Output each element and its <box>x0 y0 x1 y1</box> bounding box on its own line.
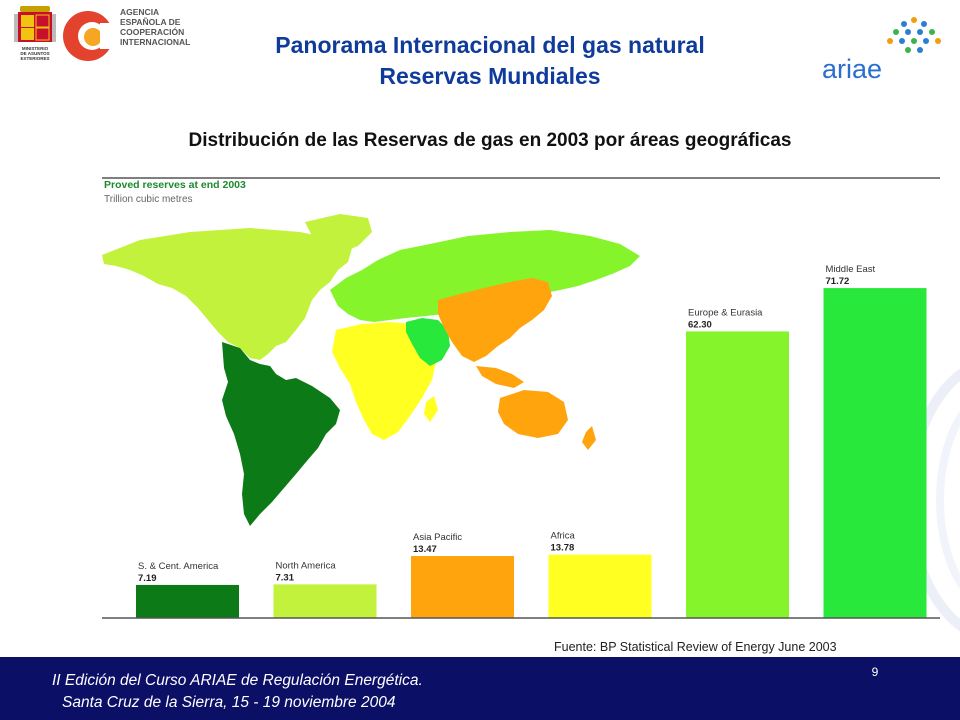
title-line-2: Reservas Mundiales <box>379 63 601 89</box>
footer-location-dates: Santa Cruz de la Sierra, 15 - 19 noviemb… <box>62 694 396 711</box>
footer-course-title: II Edición del Curso ARIAE de Regulación… <box>52 672 423 689</box>
bar-value-label: 7.31 <box>276 572 295 583</box>
world-map-illustration <box>102 214 640 526</box>
bar-s-cent-america <box>136 584 239 618</box>
footer-bar: II Edición del Curso ARIAE de Regulación… <box>0 657 960 720</box>
svg-text:DE ASUNTOS: DE ASUNTOS <box>20 51 49 56</box>
bar-middle-east <box>823 288 927 618</box>
bar-category-label: Middle East <box>826 264 876 275</box>
agency-line: INTERNACIONAL <box>120 37 191 47</box>
source-note: Fuente: BP Statistical Review of Energy … <box>554 640 837 654</box>
chart-unit-label: Trillion cubic metres <box>104 194 193 205</box>
bar-value-label: 13.78 <box>551 543 575 554</box>
bar-value-label: 71.72 <box>826 276 850 287</box>
title-line-1: Panorama Internacional del gas natural <box>275 32 705 58</box>
ariae-logo: ariae <box>822 17 941 84</box>
ministry-coat-of-arms-logo: MINISTERIO DE ASUNTOS EXTERIORES <box>14 6 56 61</box>
bar-north-america <box>273 584 377 618</box>
svg-text:EXTERIORES: EXTERIORES <box>20 56 49 61</box>
agency-line: ESPAÑOLA DE <box>120 17 181 27</box>
bar-value-label: 62.30 <box>688 319 712 330</box>
bar-value-label: 13.47 <box>413 544 437 555</box>
bar-category-label: North America <box>276 560 337 571</box>
page-title: Panorama Internacional del gas natural R… <box>200 30 780 92</box>
bar-category-label: Europe & Eurasia <box>688 307 763 318</box>
agency-name: AGENCIA ESPAÑOLA DE COOPERACIÓN INTERNAC… <box>120 7 230 47</box>
bar-category-label: Asia Pacific <box>413 532 462 543</box>
agency-line: COOPERACIÓN <box>120 27 185 37</box>
ariae-logo-text: ariae <box>822 54 882 84</box>
chart-heading: Distribución de las Reservas de gas en 2… <box>188 130 792 151</box>
svg-text:MINISTERIO: MINISTERIO <box>22 46 49 51</box>
page-number: 9 <box>871 665 879 679</box>
chart-title: Proved reserves at end 2003 <box>104 179 246 191</box>
bar-asia-pacific <box>411 556 514 618</box>
bar-category-label: Africa <box>551 531 576 542</box>
agency-line: AGENCIA <box>120 7 160 17</box>
bar-value-label: 7.19 <box>138 573 157 584</box>
bar-africa <box>548 554 652 618</box>
reserves-chart: Proved reserves at end 2003 Trillion cub… <box>102 177 940 619</box>
bar-europe-eurasia <box>686 331 789 618</box>
bar-category-label: S. & Cent. America <box>138 561 219 572</box>
aecid-logo <box>63 11 116 61</box>
